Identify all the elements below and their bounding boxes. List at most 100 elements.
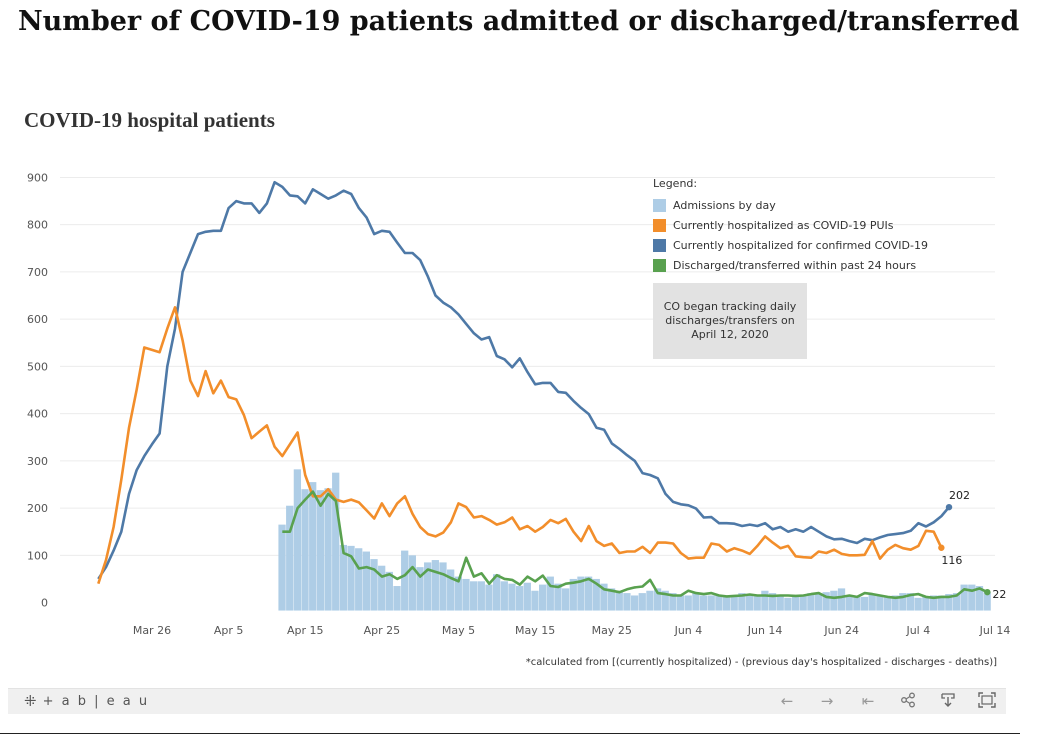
admissions-bar[interactable] bbox=[653, 588, 662, 611]
admissions-bar[interactable] bbox=[738, 593, 746, 611]
admissions-bar[interactable] bbox=[362, 551, 370, 611]
admissions-bar[interactable] bbox=[753, 595, 761, 611]
admissions-bar[interactable] bbox=[615, 590, 623, 611]
admissions-bar[interactable] bbox=[408, 555, 416, 611]
admissions-bar[interactable] bbox=[485, 584, 493, 611]
admissions-bar[interactable] bbox=[401, 550, 409, 611]
admissions-bar[interactable] bbox=[523, 582, 531, 611]
admissions-bar[interactable] bbox=[883, 596, 892, 611]
legend-item-pui[interactable]: Currently hospitalized as COVID-19 PUIs bbox=[653, 215, 928, 235]
undo-icon[interactable]: ← bbox=[780, 692, 794, 710]
admissions-bar[interactable] bbox=[661, 590, 669, 611]
admissions-bar[interactable] bbox=[439, 562, 447, 611]
admissions-bar[interactable] bbox=[370, 559, 378, 611]
admissions-bar[interactable] bbox=[592, 578, 600, 611]
admissions-bar[interactable] bbox=[584, 576, 593, 611]
admissions-bar[interactable] bbox=[891, 595, 899, 611]
admissions-bar[interactable] bbox=[814, 594, 823, 611]
end-point-confirmed[interactable] bbox=[945, 503, 953, 511]
chart-canvas[interactable]: 0 100 200 300 400 500 600 700 800 900 Mar 26 Apr 5… bbox=[0, 0, 1041, 690]
admissions-bar[interactable] bbox=[462, 578, 470, 611]
admissions-bar[interactable] bbox=[355, 548, 363, 611]
series-line-pui[interactable] bbox=[97, 305, 943, 585]
admissions-bar[interactable] bbox=[347, 545, 355, 611]
admissions-bar[interactable] bbox=[745, 594, 754, 611]
download-icon[interactable] bbox=[937, 692, 959, 712]
admissions-bar[interactable] bbox=[538, 584, 547, 611]
admissions-bar[interactable] bbox=[860, 596, 869, 611]
admissions-bar[interactable] bbox=[554, 583, 562, 611]
admissions-bar[interactable] bbox=[684, 595, 692, 611]
admissions-bar[interactable] bbox=[301, 489, 309, 611]
admissions-bar[interactable] bbox=[983, 592, 991, 611]
admissions-bar[interactable] bbox=[447, 569, 455, 611]
fullscreen-icon[interactable] bbox=[976, 692, 998, 712]
admissions-bar[interactable] bbox=[715, 595, 723, 611]
admissions-bar[interactable] bbox=[569, 578, 577, 611]
admissions-bar[interactable] bbox=[730, 595, 738, 611]
admissions-bar[interactable] bbox=[393, 586, 401, 611]
admissions-bar[interactable] bbox=[952, 593, 961, 611]
admissions-bar[interactable] bbox=[968, 584, 976, 611]
admissions-bar[interactable] bbox=[929, 595, 938, 611]
admissions-bar[interactable] bbox=[623, 593, 631, 611]
admissions-bar[interactable] bbox=[286, 505, 294, 611]
admissions-bar[interactable] bbox=[868, 594, 876, 611]
admissions-bar[interactable] bbox=[278, 524, 286, 611]
admissions-bar[interactable] bbox=[837, 588, 846, 611]
admissions-bar[interactable] bbox=[799, 595, 807, 611]
tableau-logo[interactable]: ⁜ + a b | e a u bbox=[24, 692, 149, 710]
admissions-bar[interactable] bbox=[830, 590, 838, 611]
admissions-bar[interactable] bbox=[761, 590, 769, 611]
legend-item-admissions[interactable]: Admissions by day bbox=[653, 195, 928, 215]
admissions-bar[interactable] bbox=[699, 595, 708, 611]
admissions-bar[interactable] bbox=[945, 594, 953, 611]
admissions-bar[interactable] bbox=[937, 595, 945, 611]
admissions-bar[interactable] bbox=[822, 592, 830, 611]
series-line-discharged[interactable] bbox=[282, 490, 988, 600]
revert-icon[interactable]: ⇤ bbox=[861, 692, 875, 710]
admissions-bar[interactable] bbox=[600, 583, 608, 611]
admissions-bar[interactable] bbox=[577, 576, 585, 611]
admissions-bar[interactable] bbox=[332, 472, 340, 611]
share-icon[interactable] bbox=[897, 692, 919, 712]
admissions-bar[interactable] bbox=[638, 593, 646, 611]
admissions-bar[interactable] bbox=[416, 567, 424, 611]
admissions-bar[interactable] bbox=[546, 576, 554, 611]
admissions-bar[interactable] bbox=[914, 597, 922, 611]
admissions-bar[interactable] bbox=[561, 588, 570, 611]
admissions-bar[interactable] bbox=[508, 583, 516, 611]
admissions-bar[interactable] bbox=[431, 560, 439, 611]
admissions-bar[interactable] bbox=[807, 593, 815, 611]
end-point-discharged[interactable] bbox=[984, 588, 991, 596]
admissions-bar[interactable] bbox=[316, 490, 325, 611]
admissions-bar[interactable] bbox=[776, 595, 784, 611]
admissions-bar[interactable] bbox=[646, 590, 654, 611]
series-line-confirmed[interactable] bbox=[97, 180, 950, 580]
legend-item-confirmed[interactable]: Currently hospitalized for confirmed COV… bbox=[653, 235, 928, 255]
admissions-bar[interactable] bbox=[707, 595, 715, 611]
admissions-bar[interactable] bbox=[784, 597, 792, 611]
admissions-bar[interactable] bbox=[676, 595, 685, 611]
admissions-bar[interactable] bbox=[500, 581, 508, 611]
admissions-bar[interactable] bbox=[768, 593, 777, 611]
admissions-bar[interactable] bbox=[975, 586, 984, 611]
admissions-bar[interactable] bbox=[378, 565, 386, 611]
admissions-bar[interactable] bbox=[791, 595, 800, 611]
admissions-bar[interactable] bbox=[309, 482, 317, 611]
admissions-bar[interactable] bbox=[899, 593, 907, 611]
admissions-bar[interactable] bbox=[630, 595, 639, 611]
admissions-bar[interactable] bbox=[424, 562, 432, 611]
admissions-bar[interactable] bbox=[324, 488, 332, 611]
admissions-bar[interactable] bbox=[339, 544, 347, 611]
legend-item-discharged[interactable]: Discharged/transferred within past 24 ho… bbox=[653, 255, 928, 275]
admissions-bar[interactable] bbox=[876, 595, 884, 611]
admissions-bar[interactable] bbox=[493, 574, 501, 611]
admissions-bar[interactable] bbox=[477, 581, 485, 611]
end-point-pui[interactable] bbox=[938, 544, 945, 551]
redo-icon[interactable]: → bbox=[820, 692, 834, 710]
admissions-bar[interactable] bbox=[516, 586, 524, 611]
admissions-bar[interactable] bbox=[293, 469, 302, 611]
admissions-bar[interactable] bbox=[845, 595, 853, 611]
admissions-bar[interactable] bbox=[454, 576, 462, 611]
